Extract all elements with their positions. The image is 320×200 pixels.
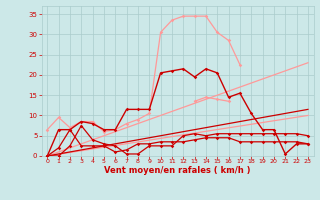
X-axis label: Vent moyen/en rafales ( km/h ): Vent moyen/en rafales ( km/h ) <box>104 166 251 175</box>
